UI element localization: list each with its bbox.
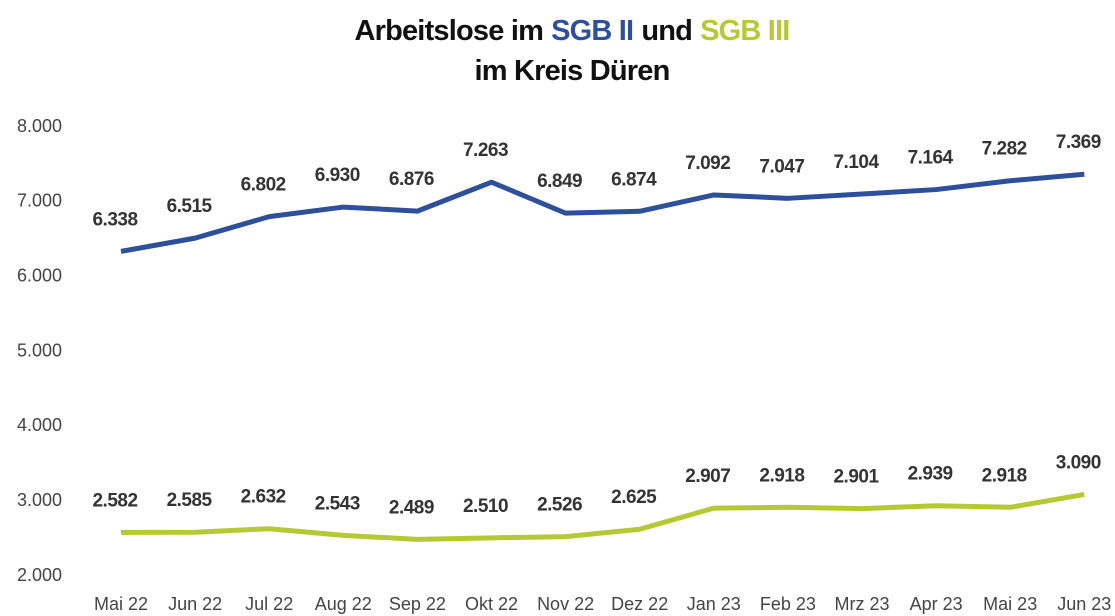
title-part: im Kreis Düren (474, 55, 669, 87)
data-label: 7.263 (463, 140, 508, 161)
data-label: 2.939 (908, 464, 953, 485)
data-label: 2.510 (463, 496, 508, 517)
data-label: 2.918 (759, 465, 804, 486)
x-tick-label: Mrz 23 (834, 594, 889, 614)
x-tick-label: Jun 22 (168, 594, 222, 614)
x-tick-label: Dez 22 (611, 594, 668, 614)
data-label: 7.164 (908, 148, 954, 169)
data-label: 7.047 (759, 156, 804, 177)
data-label: 6.515 (167, 196, 213, 217)
y-tick-label: 3.000 (17, 490, 62, 510)
data-label: 3.090 (1056, 452, 1101, 473)
data-label: 7.282 (982, 139, 1027, 160)
data-label: 7.104 (833, 152, 879, 173)
x-tick-label: Nov 22 (537, 594, 594, 614)
x-tick-label: Jul 22 (245, 594, 293, 614)
x-tick-label: Jun 23 (1057, 594, 1111, 614)
data-label: 6.874 (611, 169, 657, 190)
data-label: 6.930 (315, 165, 360, 186)
x-tick-label: Sep 22 (389, 594, 446, 614)
chart-title: Arbeitslose im SGB II und SGB III (354, 15, 789, 47)
x-tick-label: Mai 23 (983, 594, 1037, 614)
data-label: 7.092 (685, 153, 730, 174)
y-tick-label: 5.000 (17, 340, 62, 360)
y-tick-label: 8.000 (17, 116, 62, 136)
series-line (120, 491, 1085, 542)
x-tick-label: Apr 23 (910, 594, 963, 614)
chart-title: im Kreis Düren (474, 55, 669, 87)
data-label: 2.918 (982, 465, 1027, 486)
data-label: 2.632 (241, 487, 286, 508)
data-label: 2.907 (685, 466, 730, 487)
data-label: 6.802 (241, 175, 286, 196)
data-label: 2.526 (537, 495, 582, 516)
data-label: 6.849 (537, 171, 582, 192)
y-tick-label: 4.000 (17, 415, 62, 435)
data-label: 2.582 (92, 490, 137, 511)
series-line (120, 171, 1085, 254)
x-tick-label: Okt 22 (465, 594, 518, 614)
title-part: und (641, 15, 692, 47)
data-label: 6.338 (92, 209, 137, 230)
data-label: 7.369 (1056, 132, 1101, 153)
data-label: 2.585 (167, 490, 213, 511)
data-label: 2.489 (389, 497, 434, 518)
x-tick-label: Mai 22 (94, 594, 148, 614)
x-tick-label: Jan 23 (687, 594, 741, 614)
data-label: 6.876 (389, 169, 434, 190)
y-tick-label: 7.000 (17, 191, 62, 211)
y-tick-label: 2.000 (17, 565, 62, 585)
data-label: 2.901 (833, 467, 879, 488)
data-label: 2.625 (611, 487, 657, 508)
title-part: SGB II (551, 15, 633, 47)
y-tick-label: 6.000 (17, 265, 62, 285)
x-tick-label: Aug 22 (315, 594, 372, 614)
title-part: Arbeitslose im (354, 15, 543, 47)
x-tick-label: Feb 23 (760, 594, 816, 614)
data-label: 2.543 (315, 493, 360, 514)
title-part: SGB III (700, 15, 789, 47)
